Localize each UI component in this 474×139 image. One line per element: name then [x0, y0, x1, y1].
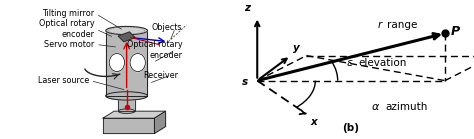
Text: Servo motor: Servo motor	[45, 40, 95, 49]
Polygon shape	[103, 111, 165, 118]
Text: ε: ε	[347, 58, 353, 68]
Text: (b): (b)	[343, 123, 360, 133]
Polygon shape	[155, 111, 165, 133]
Text: elevation: elevation	[358, 58, 406, 68]
Text: Optical rotary
encoder: Optical rotary encoder	[127, 40, 182, 60]
Text: r: r	[378, 20, 382, 30]
Ellipse shape	[118, 109, 135, 113]
Text: α: α	[372, 102, 379, 112]
Polygon shape	[106, 31, 147, 96]
Text: z: z	[245, 3, 251, 13]
Text: range: range	[387, 20, 417, 30]
Text: x: x	[311, 117, 318, 127]
Ellipse shape	[106, 26, 147, 35]
Polygon shape	[118, 96, 135, 111]
Text: Laser source: Laser source	[38, 76, 89, 85]
Ellipse shape	[118, 94, 135, 98]
Text: Objects: Objects	[152, 23, 182, 32]
Text: Tilting mirror: Tilting mirror	[43, 9, 95, 18]
Text: Optical rotary
encoder: Optical rotary encoder	[39, 19, 95, 39]
Ellipse shape	[109, 54, 125, 72]
Polygon shape	[103, 118, 155, 133]
Text: P: P	[450, 25, 460, 39]
Text: y: y	[293, 43, 300, 53]
Ellipse shape	[130, 54, 146, 72]
Text: Receiver: Receiver	[143, 71, 178, 80]
Ellipse shape	[106, 92, 147, 100]
Text: azimuth: azimuth	[385, 102, 428, 112]
Polygon shape	[118, 32, 135, 42]
Text: s: s	[242, 77, 248, 87]
